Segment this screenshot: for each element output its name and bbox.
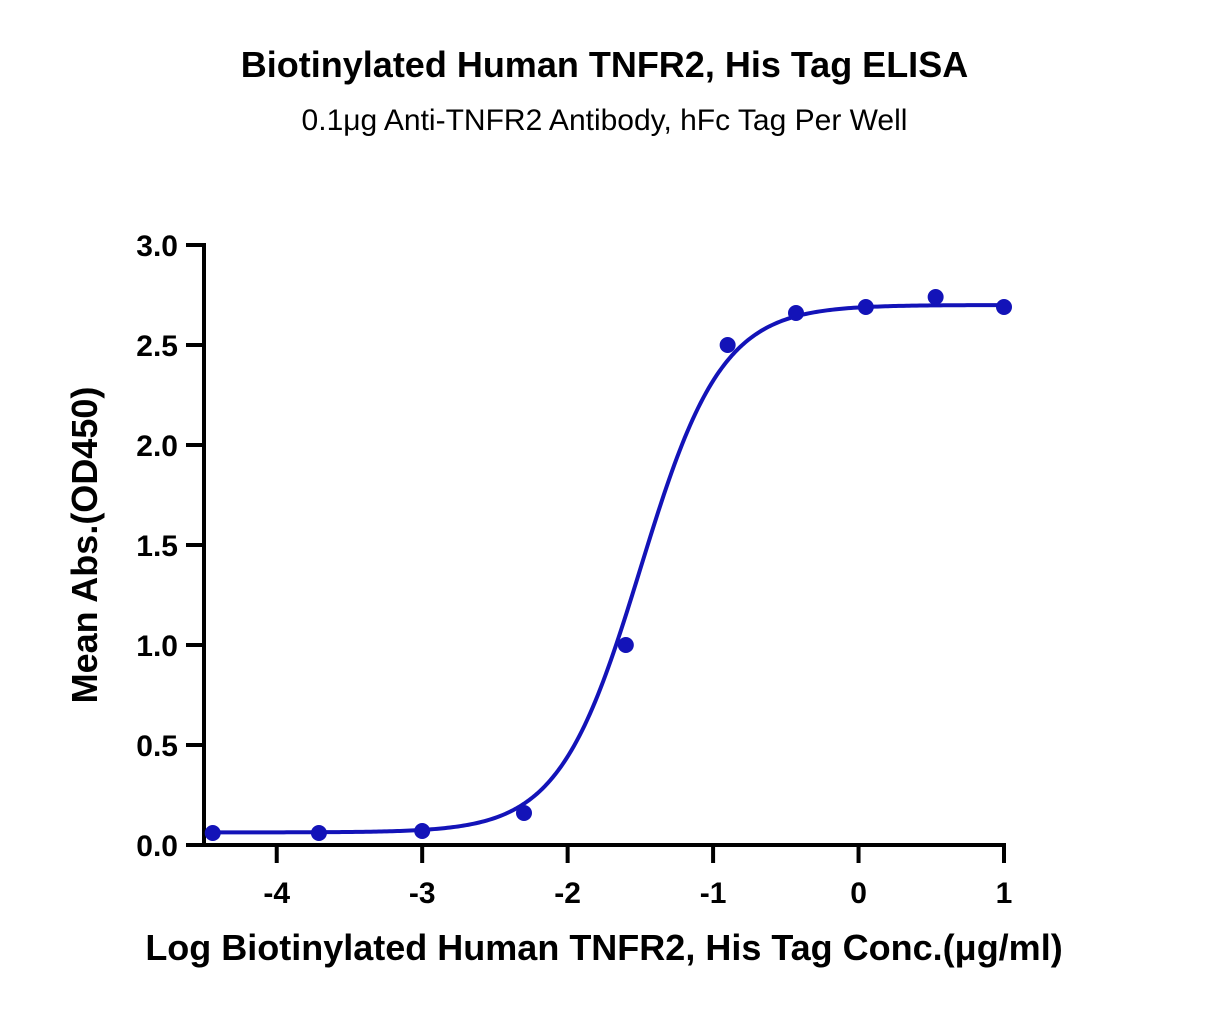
data-point [516, 805, 532, 821]
fit-curve [212, 303, 1005, 835]
x-tick-label: 0 [850, 877, 867, 910]
x-axis-label: Log Biotinylated Human TNFR2, His Tag Co… [145, 927, 1062, 968]
data-point [788, 305, 804, 321]
y-tick-label: 2.0 [136, 430, 178, 463]
y-tick-label: 0.0 [136, 830, 178, 863]
y-tick-label: 1.0 [136, 630, 178, 663]
fit-curve-layer [212, 303, 1005, 835]
x-tick-label: -2 [554, 877, 581, 910]
data-point [719, 337, 736, 353]
x-tick-label: 1 [996, 877, 1013, 910]
data-point [996, 299, 1012, 315]
data-point [857, 299, 874, 315]
y-tick-label: 3.0 [136, 230, 178, 263]
data-point [310, 825, 327, 841]
data-points-layer [204, 289, 1012, 841]
y-tick-label: 2.5 [136, 330, 178, 363]
chart-subtitle: 0.1μg Anti-TNFR2 Antibody, hFc Tag Per W… [301, 104, 908, 137]
y-tick-label: 0.5 [136, 730, 178, 763]
y-tick-label: 1.5 [136, 530, 178, 563]
chart-title: Biotinylated Human TNFR2, His Tag ELISA [240, 44, 969, 85]
x-tick-label: -4 [263, 877, 290, 910]
x-tick-label: -3 [409, 877, 436, 910]
data-point [927, 289, 944, 305]
x-tick-label: -1 [700, 877, 727, 910]
data-point [617, 637, 634, 653]
y-axis-label: Mean Abs.(OD450) [64, 387, 105, 704]
data-point [204, 825, 221, 841]
chart-axes: 0.0 0.5 1.0 1.5 2.0 2.5 3.0 -4 -3 -2 -1 0 1 [136, 230, 1012, 910]
data-point [414, 823, 431, 839]
